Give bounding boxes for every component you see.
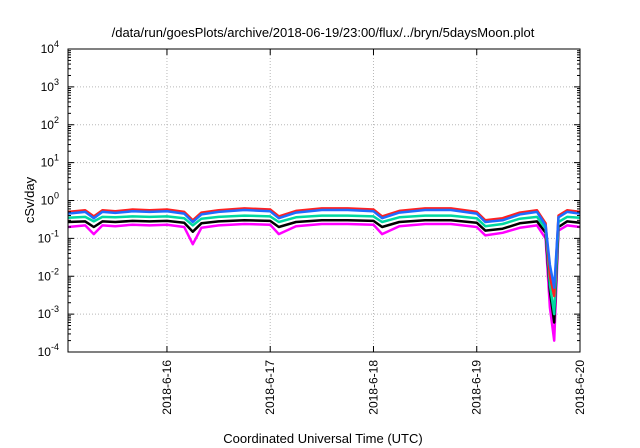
y-tick-exponent: 2 [54,115,59,125]
x-tick-label: 2018-6-18 [366,360,380,415]
y-tick-label: 100 [41,191,59,208]
y-tick-base: 10 [38,345,52,359]
x-tick-label: 2018-6-17 [263,360,277,415]
y-tick-base: 10 [38,269,52,283]
y-tick-base: 10 [41,156,55,170]
y-tick-base: 10 [38,231,52,245]
y-tick-base: 10 [41,118,55,132]
y-axis-label: cSv/day [22,176,37,223]
y-tick-label: 104 [41,39,59,56]
series-group [67,207,581,342]
y-tick-label: 10-2 [38,266,59,283]
x-axis-ticks: 2018-6-16 2018-6-17 2018-6-18 2018-6-19 2018… [160,49,587,415]
y-tick-exponent: -4 [51,342,59,352]
y-tick-exponent: 3 [54,77,59,87]
y-tick-label: 103 [41,77,59,94]
y-tick-exponent: -2 [51,266,59,276]
y-tick-label: 102 [41,115,59,132]
y-tick-exponent: 0 [54,191,59,201]
y-tick-label: 10-1 [38,228,59,245]
series-line [67,208,581,289]
y-tick-base: 10 [41,42,55,56]
y-tick-exponent: -3 [51,304,59,314]
y-tick-label: 10-4 [38,342,59,359]
series-line [67,219,581,324]
series-line [67,214,581,316]
y-tick-label: 10-3 [38,304,59,321]
y-tick-exponent: 1 [54,153,59,163]
grid-lines [68,49,580,352]
x-tick-label: 2018-6-16 [160,360,174,415]
x-tick-label: 2018-6-19 [470,360,484,415]
y-tick-exponent: -1 [51,228,59,238]
y-tick-base: 10 [41,194,55,208]
y-tick-base: 10 [38,307,52,321]
y-tick-label: 101 [41,153,59,170]
chart-title: /data/run/goesPlots/archive/2018-06-19/2… [112,25,535,40]
y-tick-base: 10 [41,80,55,94]
x-axis-label: Coordinated Universal Time (UTC) [223,431,422,446]
y-tick-exponent: 4 [54,39,59,49]
series-line [67,222,581,342]
x-tick-label: 2018-6-20 [573,360,587,415]
